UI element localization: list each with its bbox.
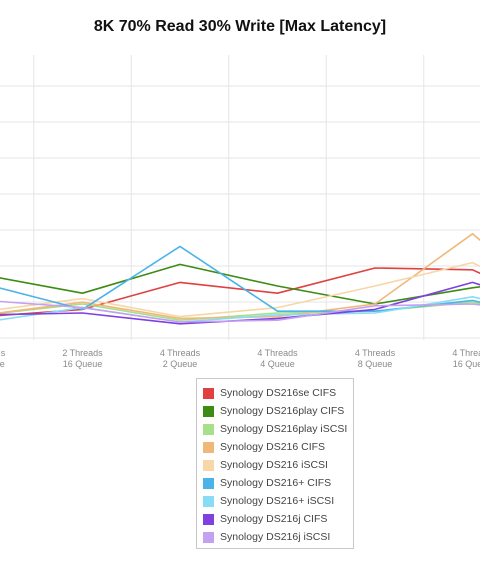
series-line-4 bbox=[0, 261, 480, 318]
legend-swatch bbox=[203, 513, 214, 525]
series-line-3 bbox=[0, 233, 480, 320]
legend-item[interactable]: Synology DS216j iSCSI bbox=[197, 528, 353, 546]
legend-item[interactable]: Synology DS216 iSCSI bbox=[197, 456, 353, 474]
legend-label: Synology DS216+ iSCSI bbox=[220, 495, 335, 507]
legend-item[interactable]: Synology DS216j CIFS bbox=[197, 510, 353, 528]
series-line-7 bbox=[0, 281, 480, 325]
legend-swatch bbox=[203, 477, 214, 489]
chart-legend: Synology DS216se CIFS Synology DS216play … bbox=[196, 378, 354, 549]
legend-swatch bbox=[203, 405, 214, 417]
legend-item[interactable]: Synology DS216 CIFS bbox=[197, 438, 353, 456]
chart-title: 8K 70% Read 30% Write [Max Latency] bbox=[93, 18, 387, 35]
legend-label: Synology DS216se CIFS bbox=[220, 387, 337, 399]
legend-item[interactable]: Synology DS216+ CIFS bbox=[197, 474, 353, 492]
legend-label: Synology DS216j CIFS bbox=[220, 513, 328, 525]
grid-lines bbox=[0, 55, 480, 340]
legend-swatch bbox=[203, 459, 214, 471]
series-line-5 bbox=[0, 245, 480, 313]
legend-item[interactable]: Synology DS216play CIFS bbox=[197, 402, 353, 420]
legend-label: Synology DS216play iSCSI bbox=[220, 423, 348, 435]
series-line-8 bbox=[0, 300, 480, 323]
x-tick-label: 4 Threads 4 Queue bbox=[257, 348, 298, 369]
legend-swatch bbox=[203, 441, 214, 453]
legend-label: Synology DS216play CIFS bbox=[220, 405, 345, 417]
legend-swatch bbox=[203, 531, 214, 543]
series-line-1 bbox=[0, 263, 480, 305]
legend-label: Synology DS216+ CIFS bbox=[220, 477, 332, 489]
legend-label: Synology DS216j iSCSI bbox=[220, 531, 331, 543]
x-tick-label: 4 Threads 2 Queue bbox=[160, 348, 201, 369]
x-tick-label: 4 Threads 8 Queue bbox=[355, 348, 396, 369]
legend-item[interactable]: Synology DS216play iSCSI bbox=[197, 420, 353, 438]
legend-item[interactable]: Synology DS216se CIFS bbox=[197, 384, 353, 402]
legend-swatch bbox=[203, 495, 214, 507]
legend-label: Synology DS216 CIFS bbox=[220, 441, 326, 453]
series-line-0 bbox=[0, 267, 480, 317]
legend-label: Synology DS216 iSCSI bbox=[220, 459, 328, 471]
legend-item[interactable]: Synology DS216+ iSCSI bbox=[197, 492, 353, 510]
legend-swatch bbox=[203, 423, 214, 435]
series-lines bbox=[0, 233, 480, 325]
series-line-2 bbox=[0, 301, 480, 322]
x-tick-label: 2 Threads 16 Queue bbox=[62, 348, 103, 369]
legend-swatch bbox=[203, 387, 214, 399]
